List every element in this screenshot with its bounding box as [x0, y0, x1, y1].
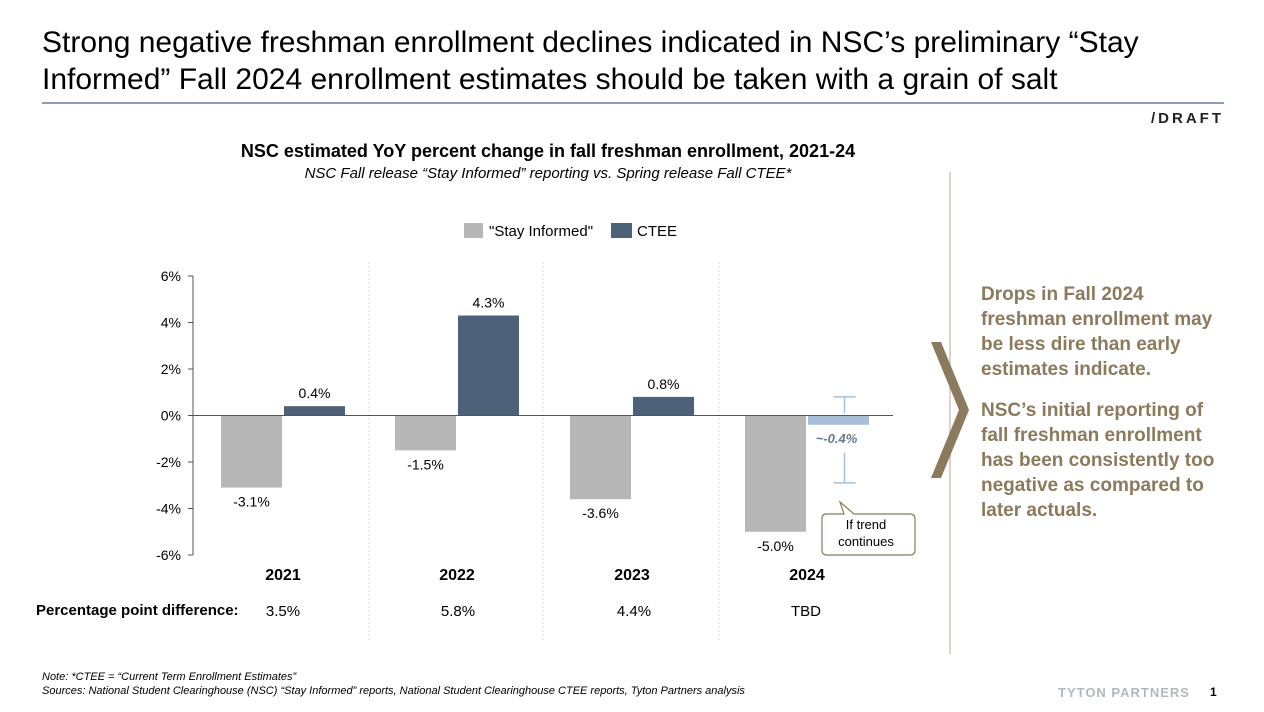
data-label-ctee-2024: ~-0.4% — [816, 431, 858, 446]
footnote: Note: *CTEE = “Current Term Enrollment E… — [42, 670, 745, 698]
ppd-value-2024: TBD — [791, 603, 821, 620]
data-label-ctee-2021: 0.4% — [299, 385, 331, 401]
ppd-value-2021: 3.5% — [265, 603, 301, 620]
y-tick-label: 0% — [161, 408, 181, 424]
draft-label: /DRAFT — [1151, 110, 1224, 127]
bar-stay-informed-2023 — [570, 415, 631, 500]
x-tick-label-2024: 2024 — [789, 567, 825, 584]
y-tick-label: 2% — [161, 361, 181, 377]
ppd-value-2022: 5.8% — [440, 603, 476, 620]
chart-subtitle: NSC Fall release “Stay Informed” reporti… — [304, 165, 792, 182]
y-tick-label: 4% — [161, 315, 181, 331]
footnote-sources: Sources: National Student Clearinghouse … — [42, 685, 745, 697]
x-tick-label-2022: 2022 — [439, 567, 475, 584]
y-tick-label: -4% — [156, 501, 181, 517]
data-label-stay-informed-2023: -3.6% — [582, 505, 619, 521]
bar-stay-informed-2022 — [395, 415, 456, 451]
ppd-label: Percentage point difference: — [36, 602, 239, 619]
legend-label-stay-informed: "Stay Informed" — [489, 223, 593, 240]
chart-title: NSC estimated YoY percent change in fall… — [240, 141, 856, 161]
page-number: 1 — [1210, 685, 1217, 699]
bar-ctee-2024 — [808, 415, 869, 425]
legend-label-ctee: CTEE — [637, 223, 677, 240]
projection-note-bubble — [821, 500, 916, 556]
bar-stay-informed-2024 — [745, 415, 806, 532]
legend-swatch-ctee — [611, 223, 632, 238]
section-divider — [949, 172, 951, 654]
legend-swatch-stay-informed — [464, 223, 483, 238]
footnote-note: Note: *CTEE = “Current Term Enrollment E… — [42, 671, 297, 683]
callout-paragraph-1: Drops in Fall 2024 freshman enrollment m… — [981, 284, 1213, 380]
x-tick-label-2021: 2021 — [265, 567, 301, 584]
bar-ctee-2022 — [458, 315, 519, 416]
title-divider — [42, 102, 1224, 104]
y-tick-label: 6% — [161, 268, 181, 284]
projection-note-line-2: continues — [838, 534, 894, 549]
brand-logo: TYTON PARTNERS — [1058, 685, 1190, 700]
bar-ctee-2021 — [284, 406, 345, 416]
y-tick-label: -6% — [156, 547, 181, 563]
callout-paragraph-2: NSC’s initial reporting of fall freshman… — [981, 400, 1215, 521]
data-label-stay-informed-2022: -1.5% — [407, 456, 444, 472]
y-tick-label: -2% — [156, 454, 181, 470]
slide-title: Strong negative freshman enrollment decl… — [42, 26, 1139, 96]
bar-ctee-2023 — [633, 396, 694, 416]
data-label-ctee-2022: 4.3% — [473, 295, 505, 311]
data-label-ctee-2023: 0.8% — [648, 376, 680, 392]
chevron-right-icon — [931, 342, 969, 478]
data-label-stay-informed-2024: -5.0% — [757, 538, 794, 554]
ppd-value-2023: 4.4% — [616, 603, 652, 620]
bar-stay-informed-2021 — [221, 415, 282, 488]
data-label-stay-informed-2021: -3.1% — [233, 494, 270, 510]
projection-note-line-1: If trend — [846, 517, 886, 532]
x-tick-label-2023: 2023 — [614, 567, 650, 584]
